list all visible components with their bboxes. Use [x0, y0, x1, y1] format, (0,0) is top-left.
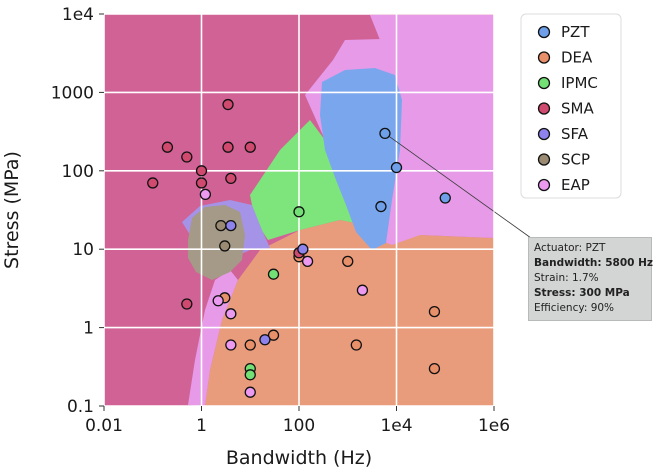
legend-marker-sma: [537, 102, 551, 115]
y-axis-label: Stress (MPa): [1, 151, 23, 269]
data-points: [147, 98, 451, 398]
data-point-eap[interactable]: [225, 308, 237, 320]
x-tick-label: 1: [196, 416, 207, 436]
data-point-eap[interactable]: [225, 339, 237, 351]
legend-label-dea: DEA: [561, 49, 593, 67]
data-point-sfa[interactable]: [225, 219, 237, 232]
data-point-sma[interactable]: [225, 172, 237, 185]
legend-label-eap: EAP: [561, 176, 590, 194]
data-point-sma[interactable]: [181, 298, 193, 310]
data-point-ipmc[interactable]: [267, 268, 280, 280]
data-point-sma[interactable]: [244, 141, 256, 153]
data-point-dea[interactable]: [244, 339, 256, 351]
legend-marker-eap: [537, 178, 551, 192]
x-tick-labels: 0.01 1 100 1e4 1e6: [85, 406, 510, 436]
y-tick-label: 10: [72, 240, 94, 260]
data-point-dea[interactable]: [267, 329, 280, 341]
data-point-sma[interactable]: [147, 177, 159, 189]
y-tick-labels: 0.1 1 10 100 1000 1e4: [51, 5, 104, 417]
data-point-sfa[interactable]: [297, 243, 309, 255]
legend-marker-scp: [537, 153, 551, 166]
data-point-dea[interactable]: [428, 362, 441, 375]
data-point-eap[interactable]: [244, 386, 256, 398]
data-point-pzt[interactable]: [439, 192, 451, 204]
annotation-leader-line: [384, 133, 532, 239]
data-point-scp[interactable]: [219, 240, 231, 252]
y-tick-label: 1000: [51, 83, 94, 103]
data-point-sma[interactable]: [161, 141, 174, 153]
legend: PZT DEA IPMC SMA SFA SCP EAP: [520, 13, 622, 199]
x-tick-label: 1e4: [380, 416, 412, 436]
region-eap-top: [370, 15, 494, 45]
tooltip-line: Stress: 300 MPa: [534, 287, 630, 299]
region-eap-lower: [188, 270, 238, 406]
data-point-eap[interactable]: [301, 255, 314, 267]
x-axis-label: Bandwidth (Hz): [226, 447, 372, 469]
legend-label-scp: SCP: [561, 151, 590, 169]
data-point-eap[interactable]: [212, 295, 224, 307]
annotation-tooltip: Actuator: PZT Bandwidth: 5800 Hz Strain: 1…: [528, 237, 654, 321]
y-tick-label: 100: [62, 162, 94, 182]
data-point-pzt[interactable]: [379, 127, 391, 140]
data-point-sma[interactable]: [181, 151, 193, 163]
y-tick-label: 0.1: [67, 397, 94, 417]
legend-label-pzt: PZT: [561, 23, 590, 41]
data-point-scp[interactable]: [215, 219, 227, 232]
data-point-sfa[interactable]: [259, 334, 271, 346]
region-dea: [205, 220, 494, 406]
legend-marker-ipmc: [537, 76, 551, 90]
data-point-pzt[interactable]: [390, 161, 403, 174]
data-point-sma[interactable]: [195, 177, 208, 189]
legend-label-sma: SMA: [561, 100, 594, 118]
data-point-sma[interactable]: [222, 141, 234, 153]
legend-marker-sfa: [537, 127, 551, 141]
data-point-dea[interactable]: [350, 339, 362, 351]
data-point-pzt[interactable]: [375, 200, 387, 213]
region-ipmc: [250, 120, 365, 240]
legend-label-ipmc: IPMC: [561, 74, 598, 92]
data-point-eap[interactable]: [199, 188, 212, 201]
data-point-sma[interactable]: [195, 165, 208, 177]
y-tick-label: 1e4: [62, 5, 94, 25]
tooltip-line: Actuator: PZT: [534, 242, 606, 254]
legend-label-sfa: SFA: [561, 125, 589, 143]
tooltip-line: Strain: 1.7%: [534, 272, 599, 284]
data-point-ipmc[interactable]: [244, 369, 256, 381]
legend-marker-dea: [537, 51, 551, 64]
legend-marker-pzt: [537, 25, 551, 39]
x-tick-label: 1e6: [478, 416, 510, 436]
data-point-sma[interactable]: [222, 98, 234, 111]
data-point-ipmc[interactable]: [293, 206, 305, 218]
data-point-eap[interactable]: [356, 284, 369, 296]
x-tick-label: 100: [283, 416, 315, 436]
data-point-dea[interactable]: [342, 255, 354, 267]
x-tick-label: 0.01: [85, 416, 123, 436]
y-tick-label: 1: [83, 319, 94, 339]
data-point-dea[interactable]: [428, 305, 441, 318]
tooltip-line: Efficiency: 90%: [534, 302, 615, 314]
tooltip-line: Bandwidth: 5800 Hz: [534, 257, 654, 269]
